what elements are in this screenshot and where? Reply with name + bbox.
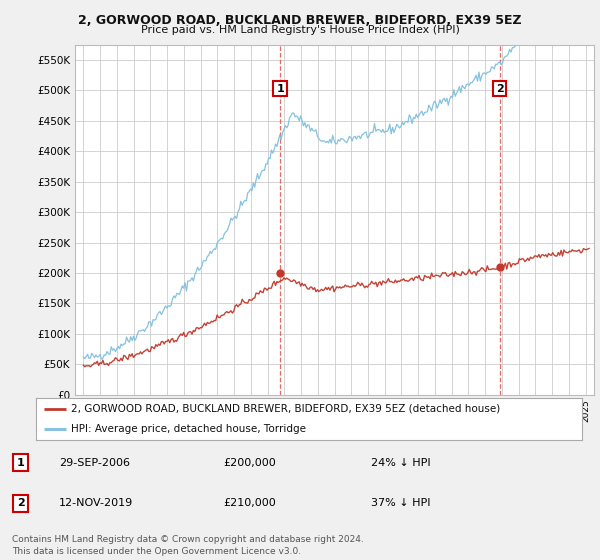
Text: 2: 2 <box>496 83 503 94</box>
Text: Price paid vs. HM Land Registry's House Price Index (HPI): Price paid vs. HM Land Registry's House … <box>140 25 460 35</box>
Text: 2: 2 <box>17 498 25 508</box>
Text: 12-NOV-2019: 12-NOV-2019 <box>59 498 133 508</box>
Text: 1: 1 <box>276 83 284 94</box>
Text: HPI: Average price, detached house, Torridge: HPI: Average price, detached house, Torr… <box>71 424 307 434</box>
Text: 2, GORWOOD ROAD, BUCKLAND BREWER, BIDEFORD, EX39 5EZ: 2, GORWOOD ROAD, BUCKLAND BREWER, BIDEFO… <box>78 14 522 27</box>
Text: 24% ↓ HPI: 24% ↓ HPI <box>371 458 430 468</box>
Text: 29-SEP-2006: 29-SEP-2006 <box>59 458 130 468</box>
Text: 1: 1 <box>17 458 25 468</box>
Text: £210,000: £210,000 <box>224 498 277 508</box>
Text: Contains HM Land Registry data © Crown copyright and database right 2024.
This d: Contains HM Land Registry data © Crown c… <box>12 535 364 556</box>
Text: 37% ↓ HPI: 37% ↓ HPI <box>371 498 430 508</box>
Text: £200,000: £200,000 <box>224 458 277 468</box>
Text: 2, GORWOOD ROAD, BUCKLAND BREWER, BIDEFORD, EX39 5EZ (detached house): 2, GORWOOD ROAD, BUCKLAND BREWER, BIDEFO… <box>71 404 501 414</box>
